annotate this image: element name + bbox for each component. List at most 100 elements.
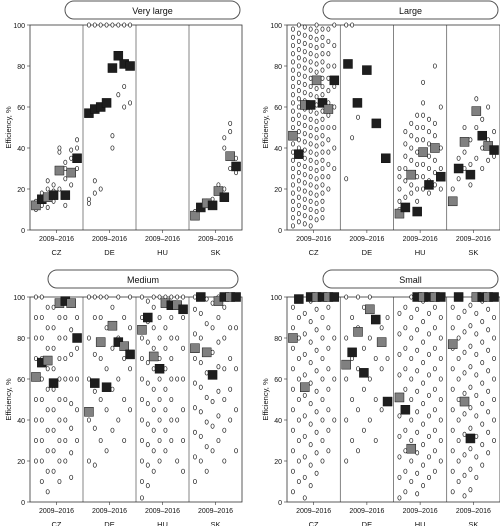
data-point xyxy=(462,452,467,458)
data-point xyxy=(222,427,227,433)
panel-title-box xyxy=(322,269,499,289)
data-point xyxy=(314,151,319,157)
median-marker xyxy=(42,355,53,366)
panel-title-box xyxy=(322,0,499,20)
data-point xyxy=(157,335,162,341)
data-point xyxy=(450,427,455,433)
data-point xyxy=(409,355,414,362)
data-point xyxy=(450,489,455,495)
data-point xyxy=(157,396,162,403)
median-marker xyxy=(359,368,369,378)
data-point xyxy=(33,335,38,341)
data-point xyxy=(326,63,331,69)
chart-panel-small: Small 0 20 40 60 80 100 Efficiency, % 2009–2016 C… xyxy=(261,269,500,526)
data-point xyxy=(314,192,319,198)
median-marker xyxy=(143,312,153,323)
median-marker xyxy=(489,145,499,155)
data-point xyxy=(128,366,133,372)
y-axis-label: Efficiency, % xyxy=(261,378,270,421)
median-marker xyxy=(365,304,375,315)
data-point xyxy=(291,34,295,40)
data-point xyxy=(421,462,426,468)
data-point xyxy=(92,425,97,431)
data-point xyxy=(198,458,203,464)
data-point xyxy=(296,137,301,143)
data-point xyxy=(397,413,402,419)
data-point xyxy=(63,417,68,423)
data-point xyxy=(456,314,461,321)
data-point xyxy=(57,437,62,444)
data-point xyxy=(69,351,74,357)
data-point xyxy=(139,335,144,341)
data-point xyxy=(51,407,56,413)
data-point xyxy=(314,409,319,415)
data-point xyxy=(427,310,431,316)
data-point xyxy=(39,335,44,341)
median-marker xyxy=(125,61,135,71)
data-point xyxy=(409,182,414,188)
data-point xyxy=(320,206,325,213)
data-point xyxy=(291,83,295,90)
data-point xyxy=(122,314,127,321)
data-point xyxy=(296,314,301,321)
data-point xyxy=(198,335,203,341)
data-point xyxy=(314,28,319,34)
median-marker xyxy=(125,349,135,360)
data-point xyxy=(75,165,80,172)
median-marker xyxy=(453,292,464,302)
data-point xyxy=(291,108,295,114)
data-point xyxy=(462,308,467,314)
data-point xyxy=(361,304,366,310)
y-tick-label: 100 xyxy=(13,23,25,30)
data-point xyxy=(326,124,331,131)
data-point xyxy=(308,190,313,196)
data-point xyxy=(432,157,437,163)
data-point xyxy=(320,42,325,49)
data-point xyxy=(128,100,133,106)
data-point xyxy=(145,298,150,304)
data-point xyxy=(192,429,197,435)
data-point xyxy=(116,376,121,382)
data-point xyxy=(57,376,62,382)
data-point xyxy=(302,139,307,145)
data-point xyxy=(409,396,414,403)
data-point xyxy=(228,386,233,392)
data-point xyxy=(308,124,313,131)
data-point xyxy=(350,135,355,141)
data-point xyxy=(210,423,215,429)
data-point xyxy=(291,325,295,331)
data-point xyxy=(296,202,301,208)
data-point xyxy=(326,26,331,32)
data-point xyxy=(291,67,295,73)
median-marker xyxy=(465,433,476,444)
data-point xyxy=(291,51,295,57)
data-point xyxy=(169,294,174,300)
panel-title: Medium xyxy=(127,275,159,285)
data-point xyxy=(291,75,295,81)
median-marker xyxy=(95,337,106,347)
data-point xyxy=(421,421,426,427)
y-tick-label: 0 xyxy=(21,500,25,507)
data-point xyxy=(397,174,402,180)
data-point xyxy=(192,405,197,411)
data-point xyxy=(291,198,295,204)
data-point xyxy=(302,372,307,378)
data-point xyxy=(474,155,479,161)
data-point xyxy=(320,157,325,163)
data-point xyxy=(45,186,50,192)
median-marker xyxy=(207,200,218,211)
data-point xyxy=(75,376,80,382)
data-point xyxy=(291,149,295,155)
data-point xyxy=(326,325,331,331)
data-point xyxy=(296,63,301,69)
data-point xyxy=(296,120,301,126)
data-point xyxy=(427,129,431,135)
data-point xyxy=(122,396,127,403)
data-point xyxy=(204,394,209,401)
data-point xyxy=(222,186,227,192)
median-marker xyxy=(394,208,405,219)
data-point xyxy=(320,355,325,362)
data-point xyxy=(415,306,420,312)
data-point xyxy=(45,304,50,310)
data-point xyxy=(204,419,209,425)
